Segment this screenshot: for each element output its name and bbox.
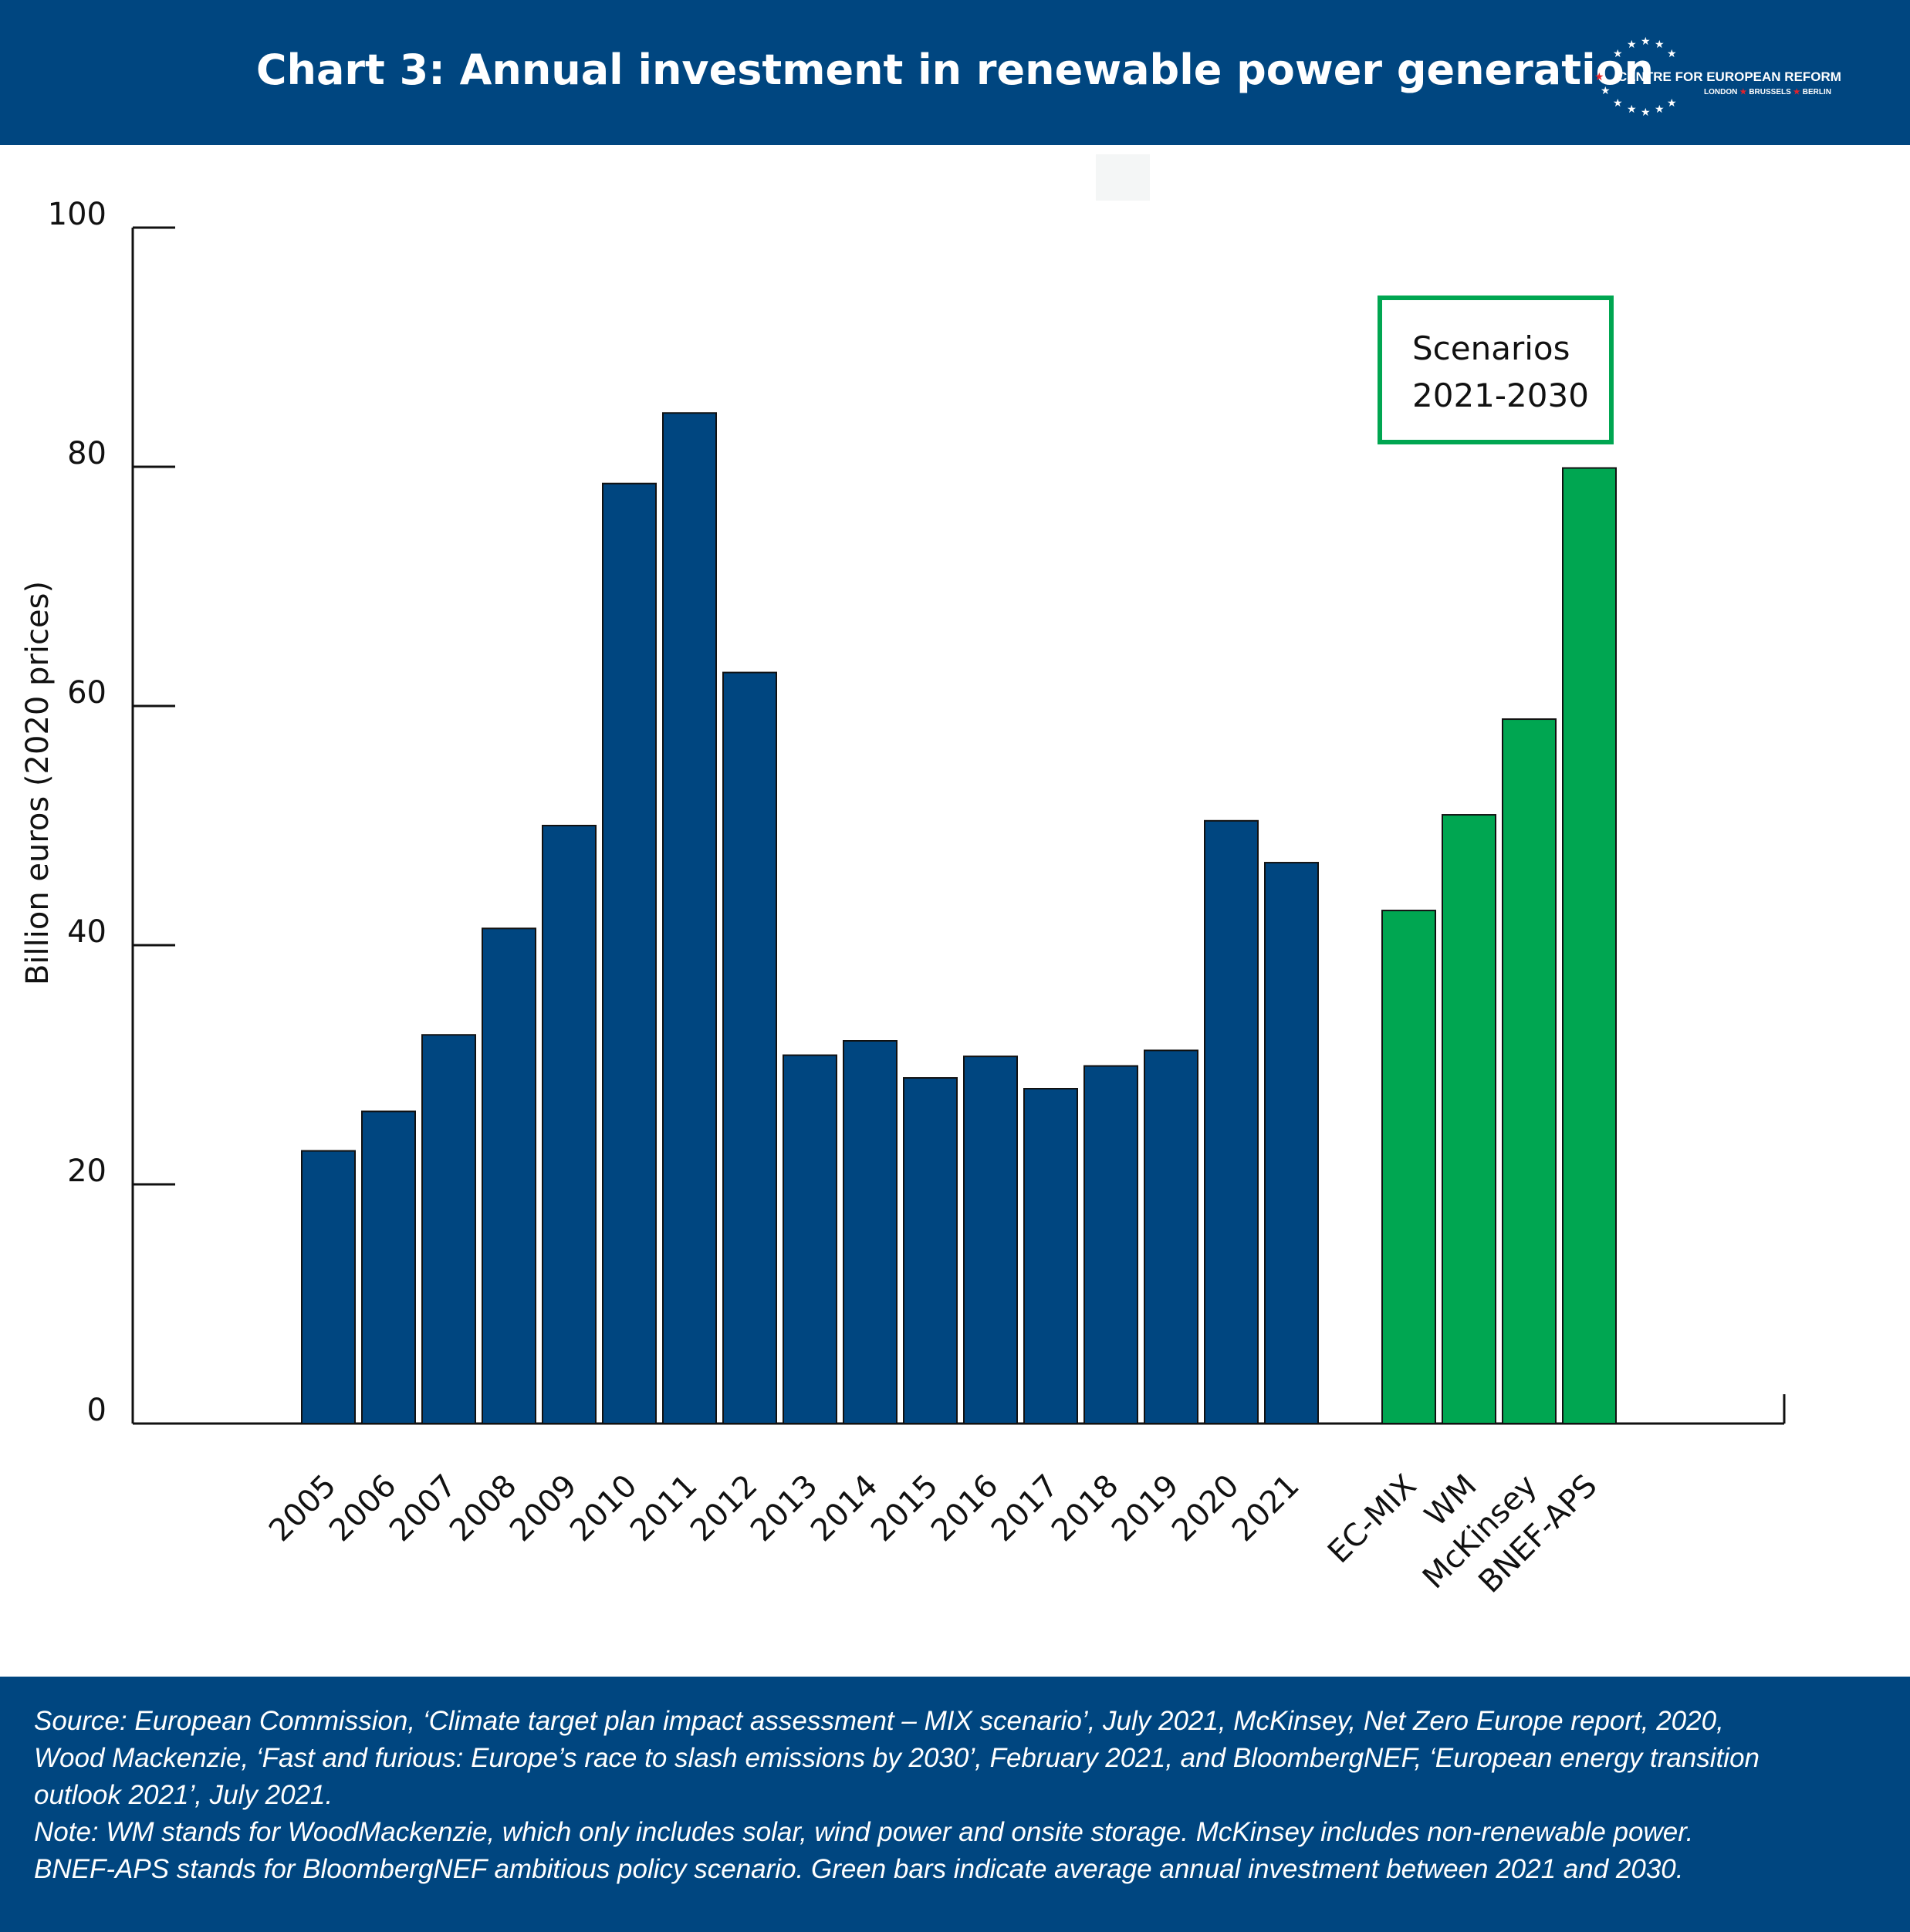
bar — [662, 412, 717, 1424]
x-tick-label: 2018 — [1045, 1468, 1126, 1549]
x-tick-label: 2013 — [744, 1468, 825, 1549]
x-tick-label: 2008 — [443, 1468, 524, 1549]
bar — [783, 1054, 837, 1424]
logo-star-icon: ★ — [1655, 103, 1665, 115]
x-tick-label: 2007 — [383, 1468, 464, 1549]
footer-notes: Source: European Commission, ‘Climate ta… — [34, 1703, 1886, 1888]
logo-city: BRUSSELS — [1749, 88, 1791, 96]
bar — [963, 1056, 1018, 1425]
logo-star-icon: ★ — [1594, 70, 1604, 83]
bar — [421, 1034, 476, 1424]
x-tick-label: 2015 — [864, 1468, 945, 1549]
decorative-square — [1096, 154, 1150, 201]
logo-cities: LONDON ★ BRUSSELS ★ BERLIN — [1704, 88, 1831, 96]
bar — [1264, 862, 1319, 1425]
logo-star-icon: ★ — [1627, 103, 1637, 115]
cer-logo: ★ ★ ★ ★ ★ ★ ★ ★ ★ ★ ★ ★ CENTRE FOR EUROP… — [1590, 35, 1852, 120]
scenario-annotation-box — [1378, 296, 1614, 444]
logo-star-icon: ★ — [1613, 47, 1623, 59]
footer-line: Wood Mackenzie, ‘Fast and furious: Europ… — [34, 1743, 1760, 1773]
logo-star-icon: ★ — [1601, 84, 1611, 96]
bar — [1083, 1065, 1138, 1425]
x-tick-label: 2019 — [1105, 1468, 1186, 1549]
footer-line: Note: WM stands for WoodMackenzie, which… — [34, 1817, 1694, 1847]
footer-line: BNEF-APS stands for BloombergNEF ambitio… — [34, 1854, 1684, 1884]
chart-footer: Source: European Commission, ‘Climate ta… — [0, 1677, 1910, 1932]
bar — [722, 671, 777, 1424]
chart-header: Chart 3: Annual investment in renewable … — [0, 0, 1910, 145]
bar — [301, 1150, 356, 1424]
bar — [1144, 1049, 1198, 1425]
x-tick-label: EC-MIX — [1321, 1468, 1423, 1570]
logo-star-icon: ★ — [1641, 106, 1651, 118]
y-tick-label: 60 — [67, 675, 106, 711]
bar — [843, 1040, 898, 1424]
x-tick-label: 2005 — [262, 1468, 343, 1549]
y-tick-label: 40 — [67, 914, 106, 950]
bar — [542, 825, 597, 1424]
bar — [1381, 910, 1436, 1425]
bar — [482, 927, 536, 1425]
bar — [1204, 819, 1259, 1425]
x-tick-label: 2021 — [1225, 1468, 1307, 1549]
bar — [903, 1077, 958, 1425]
chart-title: Chart 3: Annual investment in renewable … — [255, 46, 1655, 94]
bar-chart: 0 20 40 60 80 100 Billion euros (2020 prices) 2… — [20, 197, 1786, 1600]
y-tick-label: 20 — [67, 1153, 106, 1189]
x-tick-label: 2012 — [684, 1468, 765, 1549]
scenario-annotation-line: Scenarios — [1412, 329, 1570, 367]
logo-star-icon: ★ — [1667, 47, 1677, 59]
x-tick-label: 2016 — [925, 1468, 1006, 1549]
x-tick-label: 2009 — [503, 1468, 584, 1549]
logo-star-icon: ★ — [1627, 38, 1637, 50]
footer-line: Source: European Commission, ‘Climate ta… — [34, 1706, 1724, 1736]
x-tick-label: 2020 — [1165, 1468, 1246, 1549]
bar — [1442, 814, 1496, 1425]
x-tick-label: 2011 — [624, 1468, 705, 1549]
scenario-annotation-line: 2021-2030 — [1412, 377, 1589, 414]
bar — [602, 482, 657, 1425]
bar — [361, 1110, 416, 1424]
logo-star-icon: ★ — [1641, 35, 1651, 47]
x-tick-label: 2017 — [985, 1468, 1066, 1549]
bar — [1562, 467, 1617, 1424]
x-tick-label: 2014 — [804, 1468, 885, 1549]
logo-star-icon: ★ — [1667, 96, 1677, 109]
logo-city: LONDON — [1704, 88, 1738, 96]
logo-name: CENTRE FOR EUROPEAN REFORM — [1618, 69, 1841, 84]
logo-star-icon: ★ — [1655, 38, 1665, 50]
y-tick-label: 100 — [48, 197, 106, 232]
bar — [1023, 1088, 1078, 1424]
logo-star-icon: ★ — [1613, 96, 1623, 109]
x-tick-label: 2006 — [323, 1468, 404, 1549]
y-tick-label: 0 — [87, 1393, 106, 1428]
footer-line: outlook 2021’, July 2021. — [34, 1780, 333, 1810]
bar — [1502, 718, 1557, 1424]
logo-city: BERLIN — [1802, 88, 1831, 96]
y-tick-label: 80 — [67, 436, 106, 471]
x-tick-label: 2010 — [563, 1468, 644, 1549]
y-axis-title: Billion euros (2020 prices) — [20, 581, 56, 985]
